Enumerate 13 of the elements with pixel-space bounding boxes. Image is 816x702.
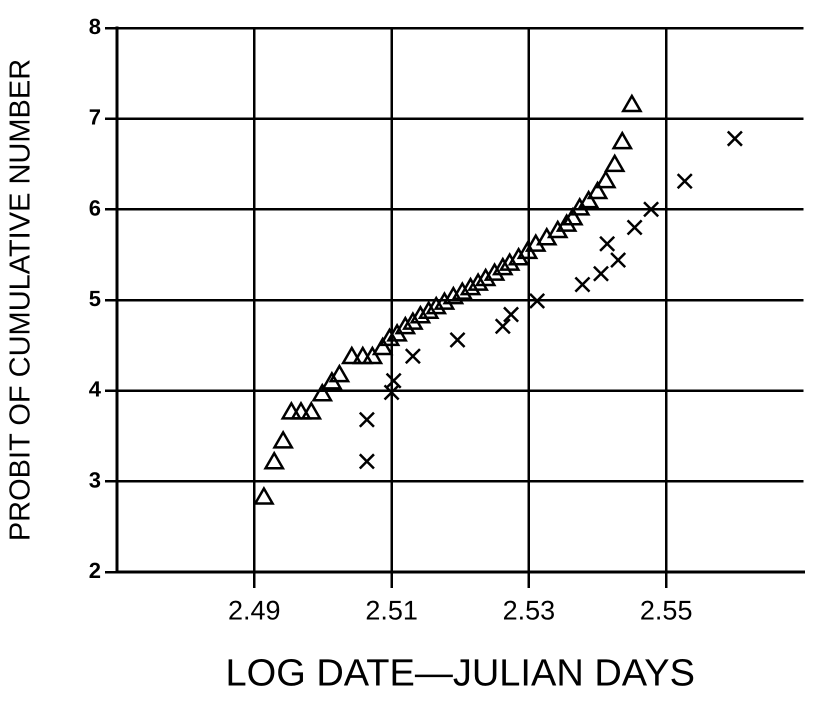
x-axis-title: LOG DATE—JULIAN DAYS xyxy=(226,652,695,695)
y-tick-label: 7 xyxy=(88,104,101,130)
y-tick-label: 6 xyxy=(88,195,101,220)
x-tick-label: 2.53 xyxy=(502,596,556,626)
y-tick-label: 5 xyxy=(88,286,101,312)
y-tick-label: 3 xyxy=(88,467,101,492)
x-tick-label: 2.51 xyxy=(365,596,418,626)
y-tick-label: 2 xyxy=(88,558,101,584)
y-tick-label: 4 xyxy=(88,376,102,402)
x-tick-label: 2.49 xyxy=(228,596,281,626)
x-tick-label: 2.55 xyxy=(640,596,692,626)
y-tick-label: 8 xyxy=(88,14,101,40)
y-axis-title: PROBIT OF CUMULATIVE NUMBER xyxy=(4,58,36,542)
